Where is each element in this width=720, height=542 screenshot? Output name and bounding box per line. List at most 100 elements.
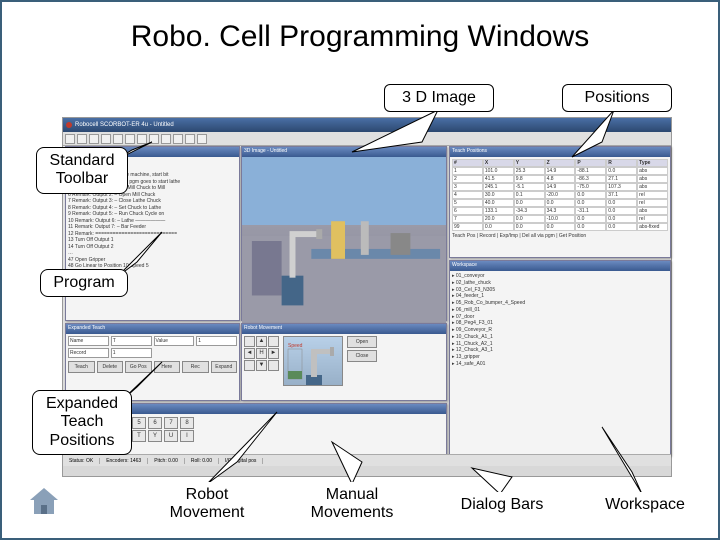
manual-key[interactable]: 8 <box>180 417 194 429</box>
manual-key[interactable]: U <box>164 430 178 442</box>
teach-button[interactable]: Teach <box>68 361 95 373</box>
workspace-item[interactable]: 08_Peg4_F3_01 <box>452 320 668 327</box>
workspace-item[interactable]: 09_Conveyor_R <box>452 327 668 334</box>
robot-movement-window[interactable]: Robot Movement ▲◄H►▼ Speed Open <box>241 323 447 401</box>
positions-cell: 3 <box>452 183 483 191</box>
jog-button[interactable]: H <box>256 348 267 359</box>
positions-cell: 0.0 <box>606 215 637 223</box>
manual-key[interactable]: 5 <box>132 417 146 429</box>
positions-cell: abs <box>637 207 668 215</box>
positions-cell: 0.0 <box>606 199 637 207</box>
robot-body: ▲◄H►▼ Speed Open Close <box>242 334 446 388</box>
3d-titlebar: 3D Image - Untitled <box>242 147 446 157</box>
jog-button[interactable] <box>244 336 255 347</box>
gripper-close-button[interactable]: Close <box>347 350 377 362</box>
positions-cell: 25.3 <box>514 167 545 175</box>
positions-cell: rel <box>637 215 668 223</box>
positions-cell: 4 <box>452 191 483 199</box>
toolbar-button[interactable] <box>161 134 171 144</box>
workspace-item[interactable]: 13_gripper <box>452 354 668 361</box>
toolbar-button[interactable] <box>149 134 159 144</box>
jog-button[interactable]: ► <box>268 348 279 359</box>
toolbar-button[interactable] <box>113 134 123 144</box>
toolbar-button[interactable] <box>65 134 75 144</box>
positions-header: # <box>452 159 483 167</box>
3d-image-window[interactable]: 3D Image - Untitled <box>241 146 447 321</box>
toolbar-button[interactable] <box>185 134 195 144</box>
toolbar-button[interactable] <box>77 134 87 144</box>
teach-field[interactable]: Value <box>154 336 195 346</box>
teach-field[interactable]: Name <box>68 336 109 346</box>
standard-toolbar[interactable] <box>63 132 671 146</box>
workspace-item[interactable]: 03_Cel_F3_N305 <box>452 287 668 294</box>
toolbar-button[interactable] <box>125 134 135 144</box>
positions-cell: rel <box>637 191 668 199</box>
robot-titlebar: Robot Movement <box>242 324 446 334</box>
manual-key[interactable]: Y <box>148 430 162 442</box>
jog-button[interactable]: ▲ <box>256 336 267 347</box>
teach-field[interactable]: 1 <box>196 336 237 346</box>
teach-button[interactable]: Here <box>154 361 181 373</box>
toolbar-button[interactable] <box>197 134 207 144</box>
workspace-item[interactable]: 01_conveyor <box>452 273 668 280</box>
jog-pad[interactable]: ▲◄H►▼ <box>244 336 279 386</box>
workspace-item[interactable]: 02_lathe_chuck <box>452 280 668 287</box>
toolbar-button[interactable] <box>89 134 99 144</box>
manual-key[interactable]: I <box>180 430 194 442</box>
callout-manual-movements: Manual Movements <box>292 482 412 527</box>
positions-cell: 4.8 <box>545 175 576 183</box>
dialog-item: Roll: 0.00 <box>185 458 219 464</box>
positions-cell: 34.3 <box>545 207 576 215</box>
positions-cell: 0.0 <box>606 207 637 215</box>
jog-button[interactable] <box>244 360 255 371</box>
manual-key[interactable]: 7 <box>164 417 178 429</box>
manual-key[interactable]: 6 <box>148 417 162 429</box>
teach-button[interactable]: Rec <box>182 361 209 373</box>
workspace-item[interactable]: 11_Chuck_A2_1 <box>452 341 668 348</box>
positions-cell: 2 <box>452 175 483 183</box>
workspace-item[interactable]: 14_safe_A01 <box>452 361 668 368</box>
positions-cell: 30.0 <box>483 191 514 199</box>
positions-cell: -86.3 <box>575 175 606 183</box>
positions-cell: 101.0 <box>483 167 514 175</box>
positions-cell: rel <box>637 199 668 207</box>
jog-button[interactable]: ◄ <box>244 348 255 359</box>
jog-button[interactable]: ▼ <box>256 360 267 371</box>
callout-expanded-teach: Expanded Teach Positions <box>32 390 132 455</box>
positions-header: Z <box>545 159 576 167</box>
toolbar-button[interactable] <box>101 134 111 144</box>
workspace-window[interactable]: Workspace 01_conveyor02_lathe_chuck03_Ce… <box>449 260 671 456</box>
jog-button[interactable] <box>268 360 279 371</box>
teach-button[interactable]: Delete <box>97 361 124 373</box>
positions-window[interactable]: Teach Positions #XYZPRType1101.025.314.9… <box>449 146 671 258</box>
positions-cell: 14.9 <box>545 183 576 191</box>
positions-header: Y <box>514 159 545 167</box>
positions-cell: -10.0 <box>545 215 576 223</box>
toolbar-button[interactable] <box>173 134 183 144</box>
positions-cell: 9.8 <box>514 175 545 183</box>
toolbar-button[interactable] <box>137 134 147 144</box>
callout-positions: Positions <box>562 84 672 112</box>
workspace-item[interactable]: 07_door <box>452 314 668 321</box>
positions-cell: 0.0 <box>575 191 606 199</box>
workspace-item[interactable]: 12_Chuck_A3_1 <box>452 347 668 354</box>
home-icon[interactable] <box>26 486 62 516</box>
teach-field[interactable]: 1 <box>111 348 152 358</box>
teach-field[interactable]: T <box>111 336 152 346</box>
positions-cell: -20.0 <box>545 191 576 199</box>
workspace-item[interactable]: 06_mill_01 <box>452 307 668 314</box>
workspace-item[interactable]: 10_Chuck_A1_1 <box>452 334 668 341</box>
callout-standard-toolbar: Standard Toolbar <box>36 147 128 194</box>
teach-button[interactable]: Go Pos <box>125 361 152 373</box>
positions-cell: 133.1 <box>483 207 514 215</box>
jog-button[interactable] <box>268 336 279 347</box>
svg-text:Speed: Speed <box>288 343 303 349</box>
workspace-body: 01_conveyor02_lathe_chuck03_Cel_F3_N3050… <box>450 271 670 370</box>
teach-button[interactable]: Expand <box>211 361 238 373</box>
workspace-item[interactable]: 04_feeder_1 <box>452 293 668 300</box>
gripper-open-button[interactable]: Open <box>347 336 377 348</box>
manual-key[interactable]: T <box>132 430 146 442</box>
teach-field[interactable]: Record <box>68 348 109 358</box>
workspace-item[interactable]: 05_Rob_Co_bumper_4_Speed <box>452 300 668 307</box>
positions-cell: -88.1 <box>575 167 606 175</box>
